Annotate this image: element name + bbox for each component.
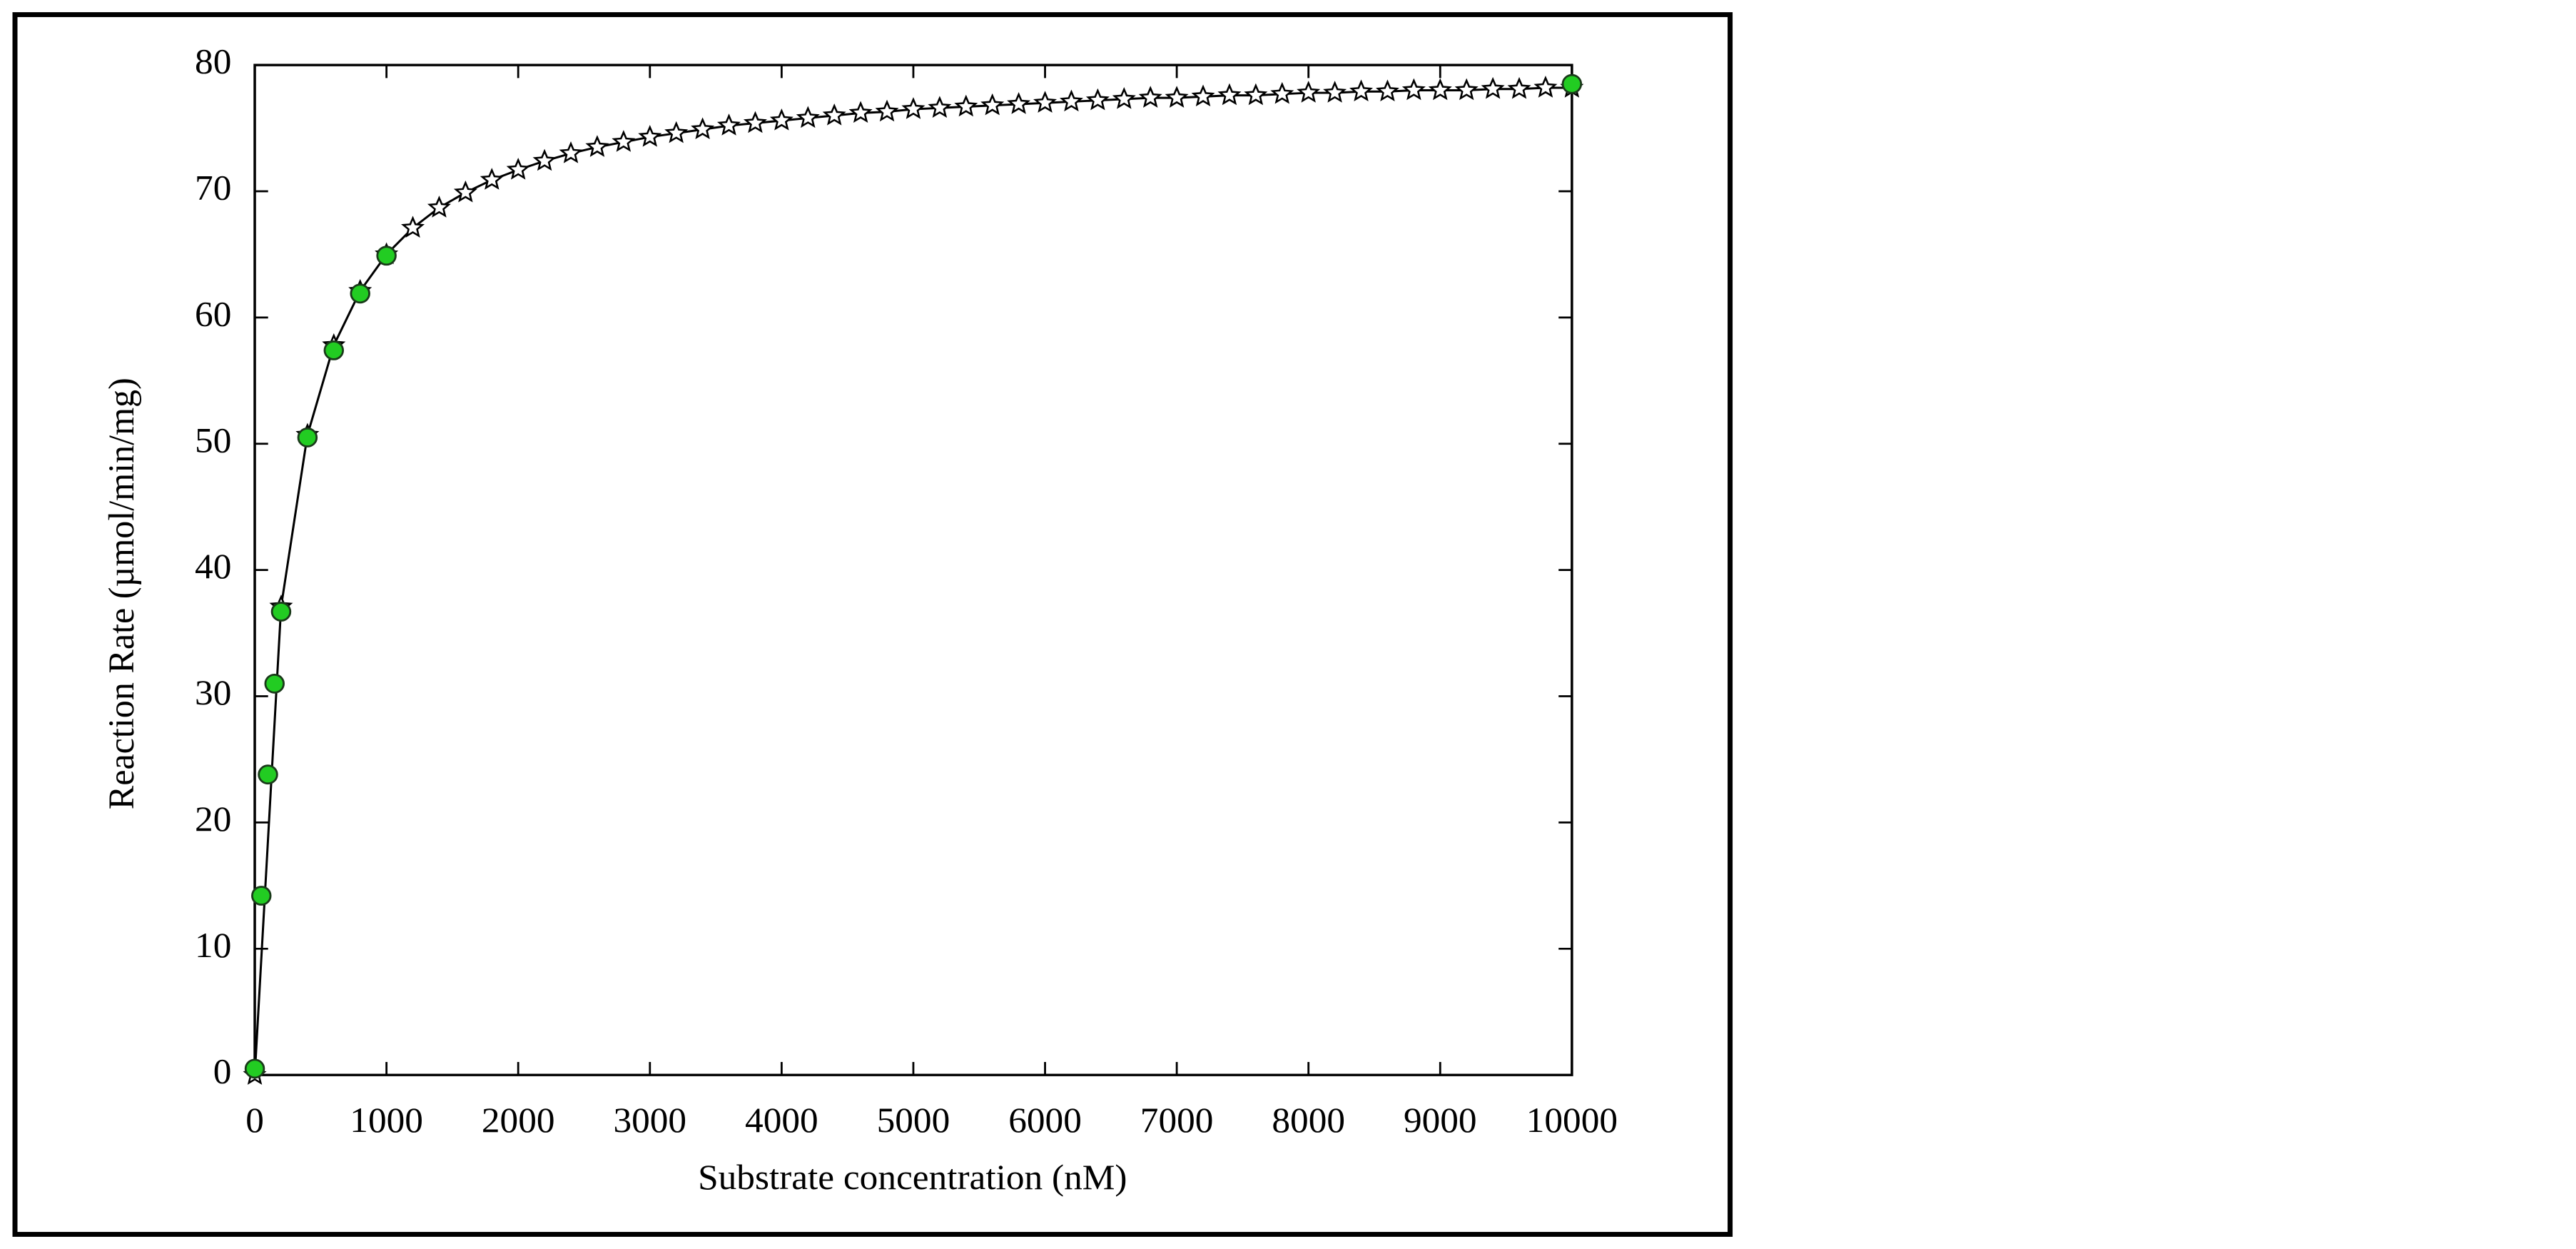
star-marker	[1454, 78, 1479, 101]
point-marker	[376, 246, 397, 266]
x-tick-label: 3000	[613, 1101, 686, 1140]
x-tick-label: 10000	[1526, 1101, 1618, 1140]
star-marker	[1085, 88, 1110, 111]
x-tick-label: 7000	[1140, 1101, 1214, 1140]
point-marker	[350, 283, 370, 304]
star-marker	[427, 196, 451, 218]
star-marker	[769, 108, 793, 131]
star-marker	[612, 130, 636, 152]
y-tick-label: 70	[195, 168, 231, 207]
point-marker	[251, 886, 272, 906]
star-marker	[1059, 89, 1083, 112]
star-marker	[401, 216, 425, 238]
star-marker	[717, 113, 741, 136]
point-marker	[297, 428, 318, 447]
fit-line	[253, 86, 1572, 1076]
star-marker	[1217, 83, 1242, 106]
x-tick-label: 5000	[877, 1101, 950, 1140]
star-marker	[1375, 79, 1399, 102]
star-marker	[1323, 81, 1347, 103]
y-tick-label: 80	[195, 41, 231, 81]
point-marker	[244, 1058, 265, 1079]
star-marker	[848, 101, 873, 123]
star-marker	[532, 148, 557, 171]
star-marker	[480, 168, 504, 190]
star-marker	[585, 135, 609, 157]
star-marker	[1507, 76, 1531, 99]
star-marker	[506, 158, 530, 180]
frame	[12, 12, 1733, 1237]
star-marker	[743, 111, 767, 133]
star-marker	[1165, 86, 1189, 108]
star-marker	[1349, 79, 1374, 102]
star-marker	[1007, 92, 1031, 114]
star-marker	[559, 141, 583, 163]
star-marker	[1533, 76, 1558, 98]
point-marker	[1561, 74, 1583, 94]
x-tick-label: 8000	[1272, 1101, 1345, 1140]
y-tick-label: 10	[195, 925, 231, 964]
y-tick-label: 30	[195, 673, 231, 712]
y-tick-label: 50	[195, 420, 231, 460]
x-tick-label: 2000	[482, 1101, 555, 1140]
star-marker	[1297, 81, 1321, 103]
star-marker	[954, 94, 978, 117]
x-tick-label: 9000	[1404, 1101, 1477, 1140]
x-tick-label: 0	[245, 1101, 264, 1140]
star-marker	[638, 125, 662, 147]
star-marker	[796, 106, 820, 128]
star-marker	[875, 99, 899, 122]
point-marker	[258, 764, 278, 785]
y-tick-label: 20	[195, 799, 231, 838]
x-axis-label: Substrate concentration (nM)	[698, 1157, 1127, 1196]
plot-area	[253, 64, 1573, 1076]
point-marker	[264, 673, 285, 694]
star-marker	[453, 180, 477, 203]
point-marker	[323, 340, 345, 360]
star-marker	[1401, 78, 1426, 101]
star-marker	[1112, 86, 1136, 109]
star-marker	[1138, 86, 1162, 108]
y-tick-label: 60	[195, 294, 231, 333]
star-marker	[1244, 83, 1268, 106]
star-marker	[691, 117, 715, 140]
star-marker	[1191, 84, 1215, 107]
star-marker	[1033, 91, 1058, 113]
point-marker	[270, 602, 292, 622]
y-tick-label: 40	[195, 547, 231, 586]
star-marker	[1428, 78, 1452, 101]
y-axis-label: Reaction Rate (µmol/min/mg)	[101, 378, 141, 809]
star-marker	[822, 103, 846, 126]
x-tick-label: 1000	[350, 1101, 423, 1140]
star-marker	[664, 121, 689, 143]
star-marker	[1270, 81, 1294, 104]
x-tick-label: 6000	[1008, 1101, 1082, 1140]
y-tick-label: 0	[213, 1051, 232, 1091]
star-marker	[928, 96, 952, 118]
star-marker	[1481, 76, 1505, 99]
star-marker	[901, 97, 926, 119]
x-tick-label: 4000	[745, 1101, 818, 1140]
star-marker	[980, 93, 1005, 116]
